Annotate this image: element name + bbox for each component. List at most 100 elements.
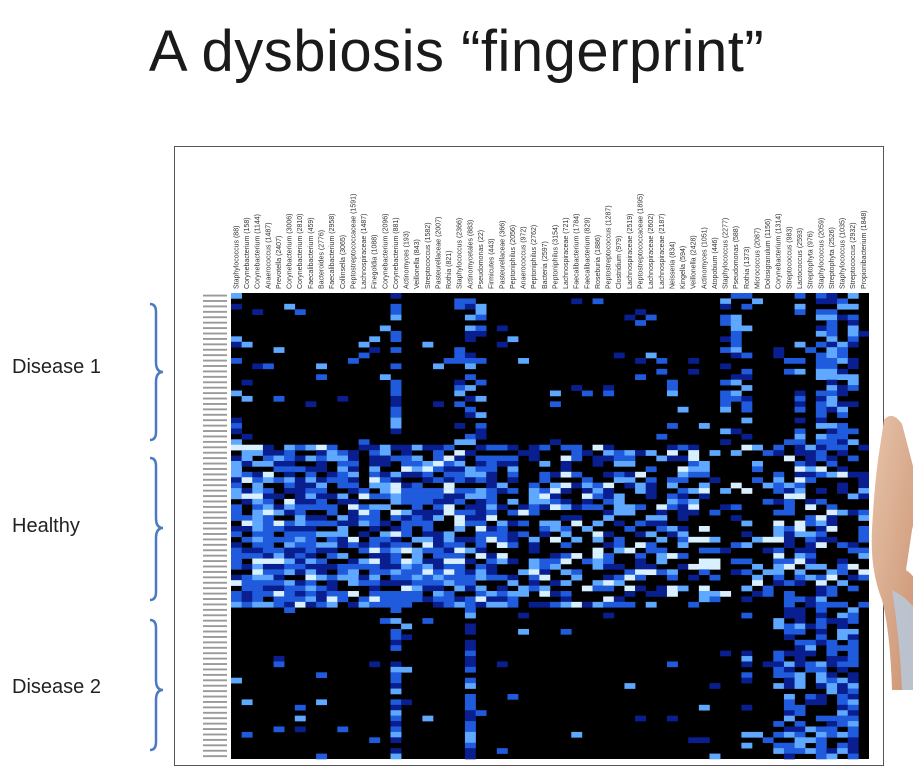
heatmap-cell <box>762 498 774 505</box>
row-label-mark <box>203 706 227 709</box>
heatmap-cell <box>326 563 338 570</box>
heatmap-cell <box>464 726 476 733</box>
heatmap-cell <box>837 569 849 576</box>
heatmap-cell <box>698 423 710 429</box>
heatmap-cell <box>464 450 476 456</box>
heatmap-cell <box>592 580 604 586</box>
heatmap-cell <box>454 493 466 500</box>
heatmap-cell <box>390 666 402 673</box>
heatmap-cell <box>560 482 572 489</box>
heatmap-cell <box>411 515 423 521</box>
heatmap-cell <box>858 477 870 483</box>
heatmap-cell <box>847 683 859 689</box>
heatmap-cell <box>337 574 349 581</box>
row-label-mark <box>203 343 227 346</box>
heatmap-cell <box>369 569 381 576</box>
heatmap-cell <box>560 628 572 635</box>
heatmap-cell <box>783 368 795 375</box>
heatmap-cell <box>815 666 827 673</box>
heatmap-cell <box>635 569 646 576</box>
heatmap-cell <box>454 509 466 516</box>
heatmap-cell <box>677 536 689 543</box>
heatmap-cell <box>603 493 615 500</box>
heatmap-cell <box>741 401 753 408</box>
heatmap-cell <box>411 574 423 581</box>
heatmap-cell <box>411 444 423 451</box>
heatmap-cell <box>773 569 785 576</box>
heatmap-cell <box>645 520 657 527</box>
heatmap-cell <box>815 520 827 527</box>
row-label-mark <box>203 495 227 498</box>
heatmap-cell <box>464 520 476 527</box>
heatmap-cell <box>443 477 455 483</box>
heatmap-cell <box>443 504 455 511</box>
heatmap-cell <box>507 509 519 516</box>
heatmap-cell <box>464 639 476 646</box>
heatmap-cell <box>358 439 370 446</box>
heatmap-cell <box>496 526 508 532</box>
heatmap-cell <box>741 325 753 332</box>
heatmap-cell <box>390 672 402 679</box>
heatmap-cell <box>390 455 402 462</box>
heatmap-cell <box>592 460 604 467</box>
heatmap-cell <box>273 601 285 608</box>
heatmap-cell <box>698 558 710 565</box>
heatmap-cell <box>252 504 264 511</box>
heatmap-cell <box>826 585 838 592</box>
heatmap-cell <box>815 536 827 543</box>
heatmap-cell <box>496 455 508 462</box>
heatmap-cell <box>262 471 274 478</box>
heatmap-cell <box>401 526 413 532</box>
heatmap-cell <box>464 358 476 364</box>
column-label: Rothia (1373) <box>744 247 751 289</box>
column-label: Clostridium (979) <box>616 236 623 289</box>
heatmap-cell <box>698 488 710 494</box>
heatmap-cell <box>454 347 466 353</box>
heatmap-cell <box>741 520 753 527</box>
heatmap-cell <box>847 509 859 516</box>
heatmap-cell <box>794 742 806 749</box>
heatmap-cell <box>656 591 668 597</box>
heatmap-cell <box>241 450 253 456</box>
heatmap-cell <box>858 488 870 494</box>
heatmap-cell <box>837 444 849 451</box>
heatmap-cell <box>592 563 604 570</box>
heatmap-cell <box>496 601 508 608</box>
heatmap-cell <box>284 547 296 554</box>
heatmap-cell <box>284 504 296 511</box>
heatmap-cell <box>390 412 402 418</box>
heatmap-cell <box>709 563 721 570</box>
row-label-mark <box>203 462 227 465</box>
heatmap-cell <box>241 520 253 527</box>
row-label-mark <box>203 733 227 736</box>
heatmap-cell <box>379 580 391 586</box>
heatmap-cell <box>847 493 859 500</box>
heatmap-cell <box>443 574 455 581</box>
heatmap-cell <box>815 439 827 446</box>
heatmap-cell <box>411 558 423 565</box>
heatmap-cell <box>252 460 264 467</box>
heatmap-cell <box>837 558 849 565</box>
heatmap-cell <box>464 731 476 738</box>
heatmap-cell <box>688 450 700 456</box>
heatmap-cell <box>773 742 785 749</box>
heatmap-cell <box>528 580 540 586</box>
heatmap-cell <box>369 460 381 467</box>
heatmap-cell <box>783 558 795 565</box>
heatmap-cell <box>794 368 806 375</box>
heatmap-cell <box>550 553 561 559</box>
column-label: Actinomyces (1051) <box>701 227 708 289</box>
heatmap-cell <box>815 309 827 315</box>
heatmap-cell <box>379 460 391 467</box>
heatmap-cell <box>815 661 827 668</box>
heatmap-cell <box>528 493 540 500</box>
heatmap-cell <box>837 509 849 516</box>
row-label-mark <box>203 435 227 438</box>
heatmap-cell <box>379 558 391 565</box>
heatmap-cell <box>294 526 306 532</box>
heatmap-cell <box>464 601 476 608</box>
heatmap-cell <box>815 580 827 586</box>
heatmap-cell <box>805 661 817 668</box>
heatmap-cell <box>454 526 466 532</box>
heatmap-cell <box>677 526 689 532</box>
